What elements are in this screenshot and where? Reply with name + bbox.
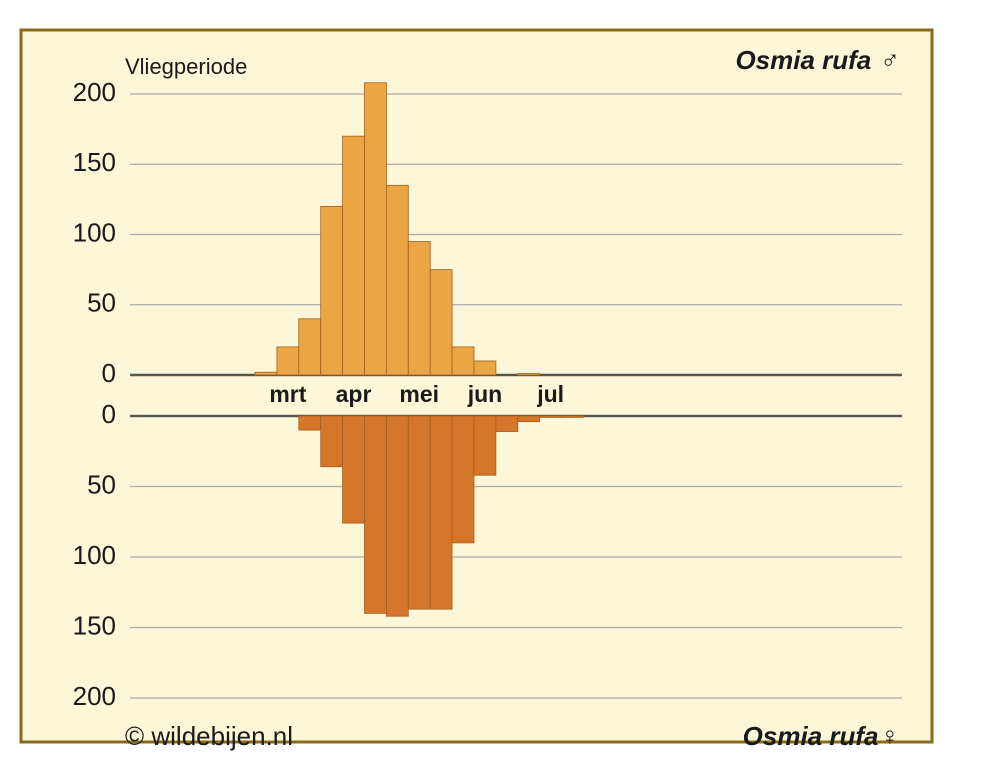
bar <box>298 318 322 376</box>
bar <box>385 184 409 376</box>
frame <box>19 28 934 744</box>
y-tick-label: 50 <box>87 288 116 318</box>
bar <box>254 371 278 376</box>
bar <box>364 82 387 376</box>
y-tick-label: 0 <box>102 358 116 388</box>
y-tick-label: 150 <box>73 147 116 177</box>
bar <box>473 360 497 376</box>
bar <box>407 241 431 376</box>
bar <box>517 373 541 376</box>
bar <box>407 415 431 610</box>
bar <box>320 415 344 468</box>
y-tick-label: 50 <box>87 469 116 499</box>
bar <box>451 346 475 376</box>
x-tick-label: jun <box>467 381 503 407</box>
y-axis-label: Vliegperiode <box>125 54 247 79</box>
bar <box>342 135 365 376</box>
credit: © wildebijen.nl <box>125 721 293 751</box>
bar <box>451 415 475 544</box>
bar <box>364 415 387 614</box>
y-tick-label: 200 <box>73 77 116 107</box>
bar <box>539 415 563 418</box>
bar <box>342 415 365 524</box>
bar <box>320 205 344 376</box>
y-tick-label: 0 <box>102 399 116 429</box>
bar <box>429 269 453 376</box>
y-tick-label: 200 <box>73 681 116 711</box>
y-tick-label: 150 <box>73 610 116 640</box>
chart-title: Osmia rufa♀ <box>743 721 898 751</box>
y-tick-label: 100 <box>73 217 116 247</box>
x-tick-label: mei <box>399 381 439 407</box>
x-tick-label: jul <box>536 381 564 407</box>
bar <box>298 415 322 431</box>
bar <box>561 415 584 418</box>
bar <box>517 415 541 423</box>
y-tick-label: 100 <box>73 540 116 570</box>
bar <box>473 415 497 476</box>
bar <box>276 346 300 376</box>
chart-title: Osmia rufa ♂ <box>735 45 898 75</box>
bar <box>385 415 409 617</box>
bar <box>495 415 519 432</box>
x-tick-label: apr <box>336 381 372 407</box>
x-tick-label: mrt <box>269 381 306 407</box>
bar <box>429 415 453 610</box>
